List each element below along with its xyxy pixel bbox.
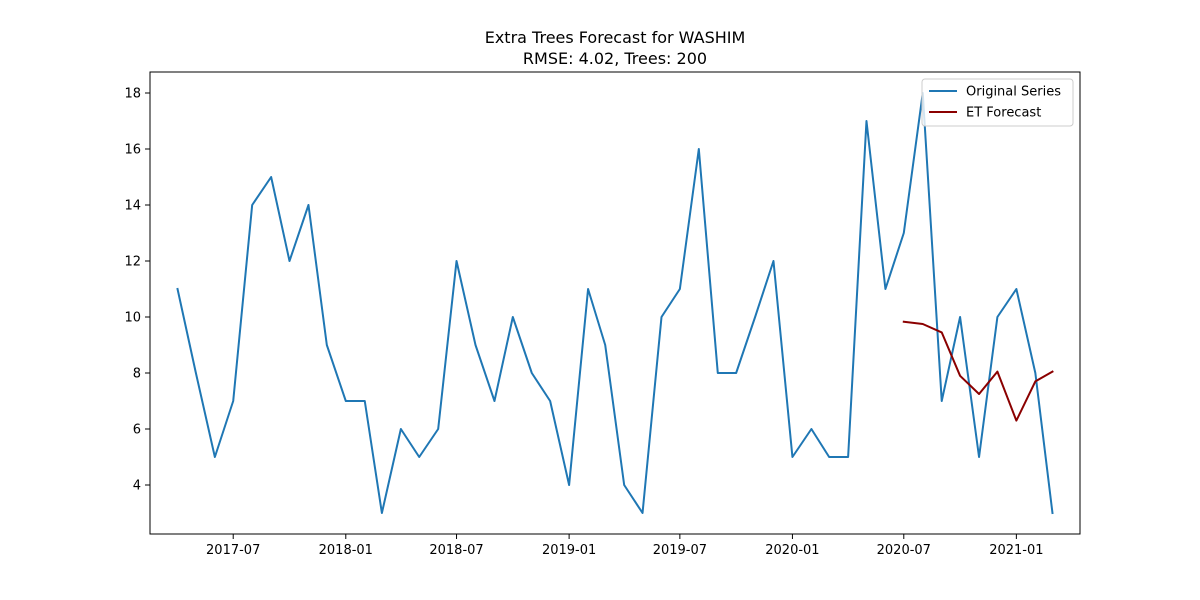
chart-subtitle: RMSE: 4.02, Trees: 200 — [523, 49, 707, 68]
x-tick-label: 2020-01 — [765, 543, 819, 558]
x-tick-label: 2020-07 — [877, 543, 931, 558]
x-tick-label: 2017-07 — [206, 543, 260, 558]
axes-frame — [149, 71, 1081, 535]
plot-area: 2017-07 2018-01 2018-07 2019-01 2019-07 2020-… — [124, 71, 1081, 558]
legend-label: Original Series — [966, 85, 1061, 100]
y-tick-label: 4 — [133, 479, 141, 494]
x-tick-label: 2018-01 — [319, 543, 373, 558]
y-tick-label: 6 — [133, 423, 141, 438]
legend-box — [921, 78, 1074, 127]
y-tick-label: 14 — [124, 199, 141, 214]
y-tick-label: 10 — [124, 311, 141, 326]
series-line-1 — [902, 320, 1054, 422]
y-tick-label: 18 — [124, 87, 141, 102]
x-tick-label: 2019-07 — [653, 543, 707, 558]
legend: Original Series ET Forecast — [921, 78, 1074, 127]
legend-label: ET Forecast — [966, 106, 1041, 121]
series-line-0 — [176, 92, 1054, 515]
y-tick-label: 8 — [133, 367, 141, 382]
x-tick-label: 2019-01 — [542, 543, 596, 558]
y-tick-label: 16 — [124, 143, 141, 158]
chart-title: Extra Trees Forecast for WASHIM — [485, 28, 746, 47]
x-tick-label: 2021-01 — [989, 543, 1043, 558]
y-tick-label: 12 — [124, 255, 141, 270]
x-tick-label: 2018-07 — [429, 543, 483, 558]
